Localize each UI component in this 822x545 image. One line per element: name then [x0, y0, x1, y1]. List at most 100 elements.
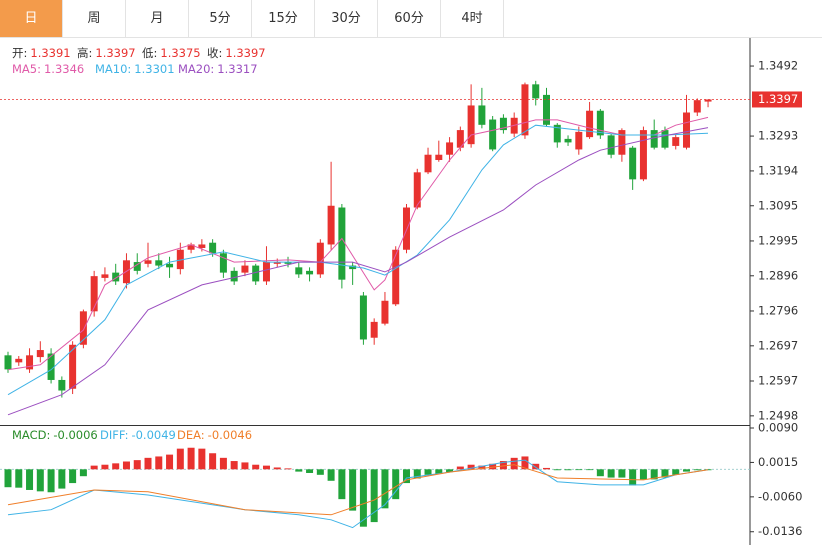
macd-bar: [381, 469, 389, 509]
period-tab[interactable]: 60分: [378, 0, 441, 37]
candle-body: [209, 242, 217, 254]
macd-bar: [359, 469, 367, 527]
macd-bar: [467, 464, 475, 470]
macd-bar: [575, 469, 583, 471]
candle-body: [543, 94, 550, 125]
legend-entry: DIFF: -0.0049: [100, 428, 176, 442]
legend-value: 1.3301: [134, 62, 174, 76]
legend-label: MA10:: [95, 62, 131, 76]
legend-value: -0.0049: [131, 428, 175, 442]
candle-body: [69, 344, 77, 389]
macd-bar: [112, 463, 120, 470]
macd-bar: [306, 469, 314, 473]
macd-bar: [47, 469, 55, 493]
candle-body: [144, 260, 152, 264]
period-tab[interactable]: 30分: [315, 0, 378, 37]
candle-body: [112, 272, 120, 282]
legend-entry: MA5: 1.3346: [12, 62, 84, 76]
y-tick-label: 1.2896: [758, 268, 798, 282]
macd-bar: [370, 469, 378, 523]
y-tick-label: -0.0136: [758, 524, 802, 538]
y-tick-label: 1.2597: [758, 374, 798, 388]
macd-bar: [4, 469, 12, 488]
candle-body: [650, 130, 658, 148]
period-tab[interactable]: 周: [63, 0, 126, 37]
candle-body: [467, 105, 475, 145]
candle-body: [413, 172, 421, 208]
candle-body: [338, 207, 346, 280]
macd-bar: [499, 461, 507, 470]
macd-bar: [693, 469, 701, 471]
macd-bar: [90, 465, 98, 470]
candle-body: [521, 84, 529, 136]
legend-entry: 低: 1.3375: [142, 46, 201, 60]
candle-body: [402, 207, 410, 250]
macd-bar: [36, 469, 44, 492]
period-tab[interactable]: 日: [0, 0, 63, 37]
candle-body: [553, 124, 561, 143]
macd-bar: [532, 463, 540, 470]
y-tick-label: 1.2498: [758, 408, 798, 422]
macd-bar: [456, 466, 464, 470]
period-tab[interactable]: 4时: [441, 0, 504, 37]
legend-label: 收:: [207, 46, 222, 60]
candle-body: [284, 262, 292, 264]
period-tab[interactable]: 月: [126, 0, 189, 37]
legend-value: -0.0006: [53, 428, 97, 442]
macd-bar: [510, 457, 518, 470]
candle-body: [618, 130, 626, 155]
legend-label: DEA:: [177, 428, 205, 442]
macd-bar: [133, 460, 141, 470]
candle-body: [306, 270, 314, 275]
macd-bar: [424, 469, 432, 475]
macd-bar: [413, 469, 421, 479]
macd-bar: [101, 464, 109, 470]
candle-body: [79, 311, 87, 345]
period-tabs: 日周月 5分 15分 30分 60分 4时: [0, 0, 822, 38]
candle-body: [101, 274, 109, 278]
candle-body: [489, 119, 497, 150]
candle-body: [359, 295, 367, 340]
macd-bar: [241, 462, 249, 470]
y-tick-label: 1.3194: [758, 163, 798, 177]
macd-bar: [618, 469, 626, 478]
macd-bar: [553, 469, 561, 471]
candle-body: [392, 249, 400, 305]
period-tab[interactable]: 15分: [252, 0, 315, 37]
legend-value: 1.3346: [44, 62, 84, 76]
y-tick-label: 1.3095: [758, 198, 798, 212]
candle-body: [295, 267, 303, 275]
macd-bar: [26, 469, 34, 490]
legend-label: DIFF:: [100, 428, 128, 442]
y-tick-label: -0.0060: [758, 489, 802, 503]
macd-bar: [284, 468, 292, 470]
macd-bar: [521, 456, 529, 470]
candle-body: [252, 265, 260, 282]
macd-bar: [489, 463, 497, 470]
macd-bar: [543, 467, 550, 470]
macd-bar: [327, 469, 335, 481]
macd-bar: [198, 448, 206, 470]
y-tick-label: 1.3293: [758, 129, 798, 143]
candle-body: [639, 130, 647, 180]
macd-bar: [176, 448, 184, 470]
candle-body: [596, 110, 604, 136]
candle-body: [607, 135, 615, 155]
candle-body: [704, 99, 712, 102]
indicator-line: [7, 464, 709, 516]
legend-value: 1.3397: [95, 46, 135, 60]
candle-body: [230, 270, 238, 282]
legend-value: 1.3397: [225, 46, 265, 60]
candle-body: [435, 154, 443, 161]
macd-bar: [262, 465, 270, 470]
candle-body: [187, 244, 195, 250]
candle-body: [47, 353, 55, 380]
period-tab[interactable]: 5分: [189, 0, 252, 37]
macd-bar: [79, 469, 87, 477]
legend-label: MA20:: [178, 62, 214, 76]
macd-bar: [230, 461, 238, 470]
y-tick-label: 1.3492: [758, 59, 798, 73]
y-tick-label: 1.2796: [758, 303, 798, 317]
